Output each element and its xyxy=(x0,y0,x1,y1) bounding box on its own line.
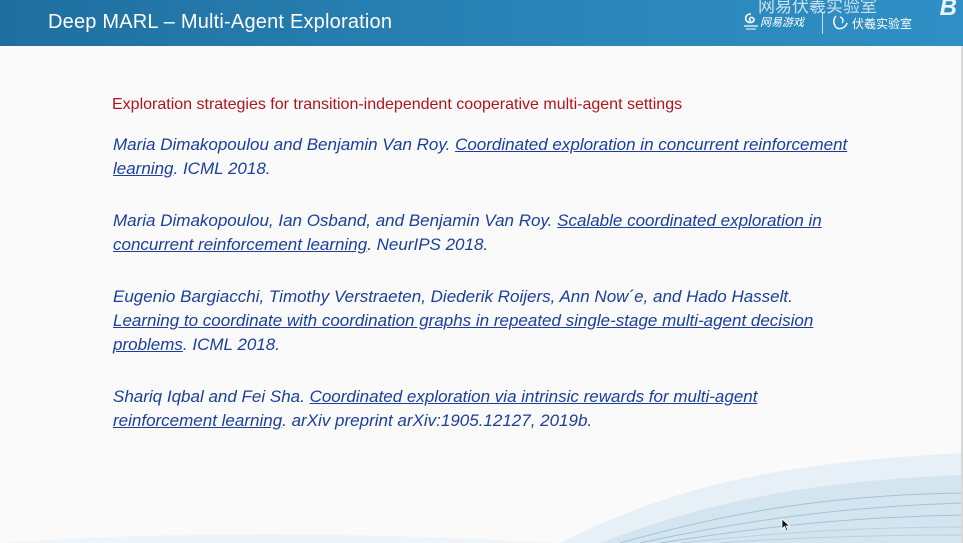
reference-list: Maria Dimakopoulou and Benjamin Van Roy.… xyxy=(113,133,853,461)
reference-venue: . NeurIPS 2018. xyxy=(367,235,489,254)
lab-watermark-text: 网易伏羲实验室 xyxy=(758,0,877,16)
netease-games-label: 网易游戏 xyxy=(760,17,804,29)
reference-item: Maria Dimakopoulou and Benjamin Van Roy.… xyxy=(113,133,853,181)
logo-divider xyxy=(822,12,823,34)
reference-title-link[interactable]: Coordinated exploration in concurrent re… xyxy=(113,135,848,178)
brand-mark: B xyxy=(939,0,957,21)
reference-venue: . arXiv preprint arXiv:1905.12127, 2019b… xyxy=(282,411,593,430)
fuxi-emblem-icon xyxy=(833,15,848,30)
logo-area: 网易伏羲实验室 B 网易游戏 伏羲实验室 xyxy=(738,0,963,46)
spiral-logo-icon xyxy=(744,13,758,30)
reference-title-link[interactable]: Coordinated exploration via intrinsic re… xyxy=(113,387,758,430)
fuxi-lab-logo: 伏羲实验室 xyxy=(832,13,922,33)
mouse-pointer-icon xyxy=(781,518,791,532)
reference-venue: . ICML 2018. xyxy=(173,159,271,178)
fuxi-lab-label: 伏羲实验室 xyxy=(852,17,913,31)
reference-item: Shariq Iqbal and Fei Sha. Coordinated ex… xyxy=(113,385,853,433)
reference-title-link[interactable]: Scalable coordinated exploration in conc… xyxy=(113,211,822,254)
reference-venue: . ICML 2018. xyxy=(182,335,280,354)
reference-item: Maria Dimakopoulou, Ian Osband, and Benj… xyxy=(113,209,853,257)
section-subtitle: Exploration strategies for transition-in… xyxy=(112,96,683,113)
decorative-waves xyxy=(0,453,963,543)
reference-authors: Shariq Iqbal and Fei Sha. xyxy=(113,387,310,406)
slide-title: Deep MARL – Multi-Agent Exploration xyxy=(48,11,393,33)
reference-authors: Maria Dimakopoulou, Ian Osband, and Benj… xyxy=(113,211,558,230)
reference-authors: Maria Dimakopoulou and Benjamin Van Roy. xyxy=(113,135,456,154)
slide-edge xyxy=(961,46,963,543)
reference-title-link[interactable]: Learning to coordinate with coordination… xyxy=(113,311,814,354)
reference-item: Eugenio Bargiacchi, Timothy Verstraeten,… xyxy=(113,285,853,357)
header-bar: Deep MARL – Multi-Agent Exploration 网易伏羲… xyxy=(0,0,963,46)
reference-authors: Eugenio Bargiacchi, Timothy Verstraeten,… xyxy=(113,287,793,306)
netease-games-logo: 网易游戏 xyxy=(742,12,812,34)
